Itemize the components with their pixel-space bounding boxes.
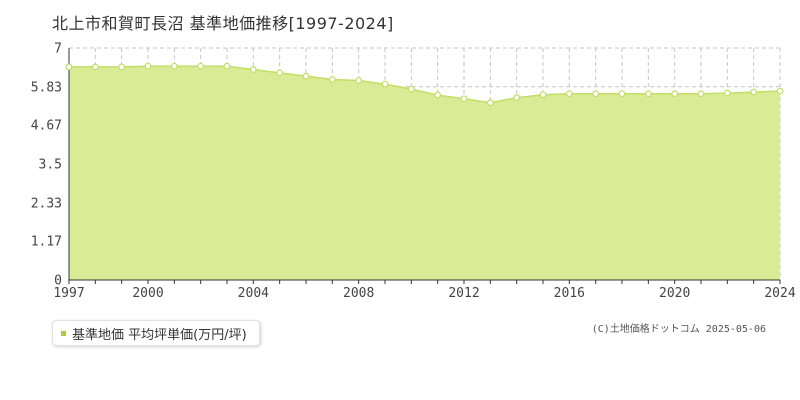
data-point xyxy=(330,77,336,83)
data-point xyxy=(461,96,467,102)
area-series xyxy=(69,66,780,280)
data-point xyxy=(567,91,573,97)
data-point xyxy=(251,67,257,73)
data-point xyxy=(66,64,72,70)
data-point xyxy=(514,95,520,101)
data-point xyxy=(725,90,731,96)
x-tick-label: 2004 xyxy=(238,286,269,301)
data-point xyxy=(672,91,678,97)
data-point xyxy=(435,92,441,98)
data-point xyxy=(540,92,546,98)
data-point xyxy=(277,70,283,76)
x-tick-label: 2008 xyxy=(343,286,374,301)
data-point xyxy=(777,88,783,94)
data-point xyxy=(646,91,652,97)
data-point xyxy=(172,63,178,69)
x-tick-label: 2000 xyxy=(132,286,163,301)
y-tick-label: 1.17 xyxy=(31,235,62,250)
data-point xyxy=(698,91,704,97)
y-tick-label: 3.5 xyxy=(39,158,62,173)
data-point xyxy=(488,100,494,106)
data-point xyxy=(303,73,309,79)
copyright-notice: (C)土地価格ドットコム 2025-05-06 xyxy=(592,320,766,335)
legend-swatch xyxy=(61,331,66,336)
data-point xyxy=(751,89,757,95)
legend-label: 基準地価 平均坪単価(万円/坪) xyxy=(72,324,247,343)
y-tick-label: 4.67 xyxy=(31,119,62,134)
data-point xyxy=(409,86,415,92)
y-tick-label: 5.83 xyxy=(31,80,62,95)
data-point xyxy=(593,91,599,97)
x-tick-label: 1997 xyxy=(53,286,84,301)
legend: 基準地価 平均坪単価(万円/坪) xyxy=(52,320,260,346)
y-tick-label: 2.33 xyxy=(31,196,62,211)
x-tick-label: 2016 xyxy=(554,286,585,301)
x-tick-label: 2024 xyxy=(764,286,795,301)
data-point xyxy=(382,81,388,87)
y-tick-label: 7 xyxy=(54,42,62,57)
data-point xyxy=(224,63,230,69)
x-tick-label: 2020 xyxy=(659,286,690,301)
data-point xyxy=(198,63,204,69)
data-point xyxy=(145,63,151,69)
data-point xyxy=(356,78,362,84)
data-point xyxy=(93,64,99,70)
data-point xyxy=(119,64,125,70)
area-fill xyxy=(69,66,780,280)
x-tick-label: 2012 xyxy=(448,286,479,301)
data-point xyxy=(619,91,625,97)
